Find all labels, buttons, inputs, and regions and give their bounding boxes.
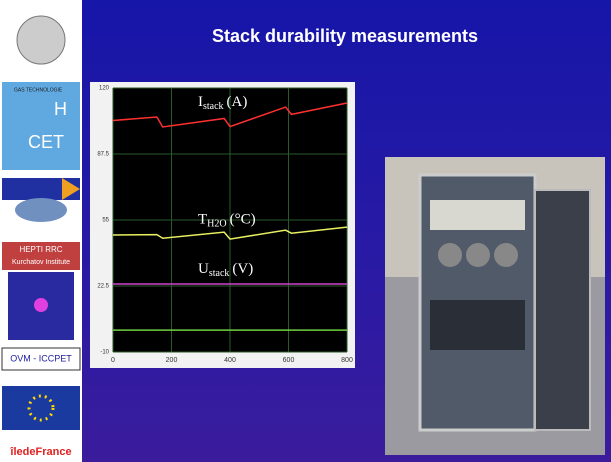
photo-drawer (430, 300, 525, 350)
x-tick-label: 600 (283, 357, 295, 364)
y-tick-label: 22.5 (97, 284, 109, 290)
photo-panel (430, 200, 525, 230)
logo-text: OVM - ICCPET (10, 353, 72, 363)
y-tick-label: 120 (99, 86, 110, 92)
logo-text: Kurchatov Institute (12, 259, 70, 266)
logo-strip (0, 0, 82, 462)
label-base: T (198, 212, 207, 228)
slide-title: Stack durability measurements (212, 26, 478, 46)
label-sub: H2O (207, 219, 226, 230)
logo-stars (27, 394, 55, 422)
photo-fan (438, 243, 462, 267)
logo-gkn (2, 178, 80, 200)
x-tick-label: 400 (224, 357, 236, 364)
series-label: TH2O (°C) (198, 212, 256, 230)
x-tick-label: 200 (166, 357, 178, 364)
logo-hepti (2, 242, 80, 270)
logo-text: îledeFrance (9, 446, 71, 458)
logo-ovm (1, 347, 81, 371)
label-base: U (198, 261, 209, 277)
series-label: Istack (A) (198, 94, 247, 112)
logo-seal (16, 15, 66, 65)
logo-eu (2, 386, 80, 430)
y-tick-label: 87.5 (97, 152, 109, 158)
label-sub: stack (203, 101, 224, 112)
logo-text: HEPTI RRC (19, 245, 62, 254)
series-line (112, 226, 348, 240)
logo-oval (15, 198, 67, 222)
label-base: I (198, 94, 203, 110)
photo-side (534, 189, 591, 431)
label-unit: (A) (227, 94, 248, 110)
logo-text: GAS TECHNOLOGIE (14, 87, 63, 93)
label-sub: stack (209, 268, 230, 279)
logo-text: H (54, 99, 67, 119)
logo-dot (34, 298, 48, 312)
logo-cet (2, 82, 80, 170)
label-unit: (°C) (230, 212, 256, 228)
label-unit: (V) (232, 261, 253, 277)
logo-text: CET (28, 132, 64, 152)
x-tick-label: 0 (111, 357, 115, 364)
series-label: Ustack (V) (198, 261, 253, 279)
x-tick-label: 800 (341, 357, 353, 364)
logo-arrow (62, 178, 80, 200)
photo-fan (494, 243, 518, 267)
y-tick-label: -10 (100, 350, 109, 356)
series-line (112, 102, 348, 128)
y-tick-label: 55 (102, 218, 109, 224)
photo-fan (466, 243, 490, 267)
